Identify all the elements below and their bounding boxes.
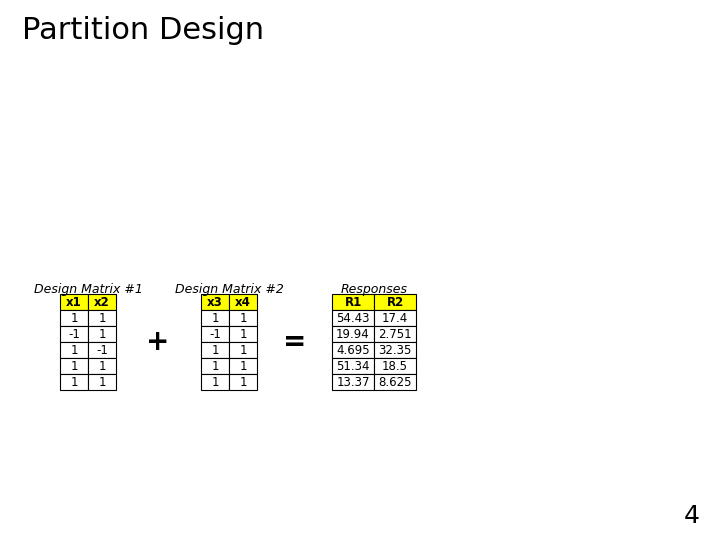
Bar xyxy=(374,342,416,358)
Text: 13.37: 13.37 xyxy=(336,375,370,388)
Text: -1: -1 xyxy=(209,327,221,341)
Bar xyxy=(88,358,116,374)
Text: Design Matrix #2: Design Matrix #2 xyxy=(174,283,284,296)
Text: 1: 1 xyxy=(98,360,106,373)
Text: x2: x2 xyxy=(94,295,110,308)
Text: 8.625: 8.625 xyxy=(378,375,412,388)
Bar xyxy=(88,294,116,310)
Text: =: = xyxy=(283,328,307,356)
Text: 1: 1 xyxy=(71,360,78,373)
Text: x1: x1 xyxy=(66,295,82,308)
Text: 1: 1 xyxy=(71,375,78,388)
Bar xyxy=(88,326,116,342)
Text: 17.4: 17.4 xyxy=(382,312,408,325)
Text: 1: 1 xyxy=(239,375,247,388)
Text: x4: x4 xyxy=(235,295,251,308)
Text: 1: 1 xyxy=(239,312,247,325)
Text: -1: -1 xyxy=(68,327,80,341)
Bar xyxy=(60,310,88,326)
Bar xyxy=(332,310,374,326)
Bar xyxy=(374,358,416,374)
Bar xyxy=(88,342,116,358)
Text: 1: 1 xyxy=(211,360,219,373)
Bar xyxy=(88,374,116,390)
Text: R1: R1 xyxy=(344,295,361,308)
Bar xyxy=(201,342,229,358)
Text: Partition Design: Partition Design xyxy=(22,16,264,45)
Bar xyxy=(201,294,229,310)
Bar xyxy=(332,294,374,310)
Text: 1: 1 xyxy=(211,343,219,356)
Bar xyxy=(229,342,257,358)
Bar xyxy=(332,358,374,374)
Bar xyxy=(60,326,88,342)
Bar xyxy=(374,294,416,310)
Bar xyxy=(229,374,257,390)
Text: 1: 1 xyxy=(98,312,106,325)
Text: 1: 1 xyxy=(98,375,106,388)
Bar xyxy=(88,310,116,326)
Text: 4.695: 4.695 xyxy=(336,343,370,356)
Bar xyxy=(60,342,88,358)
Text: 1: 1 xyxy=(239,343,247,356)
Bar xyxy=(374,374,416,390)
Text: 18.5: 18.5 xyxy=(382,360,408,373)
Text: Responses: Responses xyxy=(341,283,408,296)
Text: 19.94: 19.94 xyxy=(336,327,370,341)
Bar xyxy=(374,310,416,326)
Bar xyxy=(201,310,229,326)
Text: 1: 1 xyxy=(71,312,78,325)
Text: R2: R2 xyxy=(387,295,404,308)
Bar xyxy=(201,374,229,390)
Text: 2.751: 2.751 xyxy=(378,327,412,341)
Text: 1: 1 xyxy=(98,327,106,341)
Bar xyxy=(60,358,88,374)
Bar xyxy=(374,326,416,342)
Text: 1: 1 xyxy=(211,375,219,388)
Bar xyxy=(229,294,257,310)
Text: x3: x3 xyxy=(207,295,223,308)
Text: +: + xyxy=(146,328,170,356)
Text: Design Matrix #1: Design Matrix #1 xyxy=(34,283,143,296)
Bar xyxy=(229,358,257,374)
Bar xyxy=(229,310,257,326)
Text: 54.43: 54.43 xyxy=(336,312,370,325)
Text: 1: 1 xyxy=(211,312,219,325)
Bar xyxy=(60,374,88,390)
Text: 32.35: 32.35 xyxy=(378,343,412,356)
Text: 4: 4 xyxy=(684,504,700,528)
Bar xyxy=(229,326,257,342)
Text: -1: -1 xyxy=(96,343,108,356)
Bar xyxy=(332,326,374,342)
Bar xyxy=(201,358,229,374)
Bar xyxy=(201,326,229,342)
Bar xyxy=(332,342,374,358)
Text: 1: 1 xyxy=(71,343,78,356)
Text: 1: 1 xyxy=(239,327,247,341)
Text: 1: 1 xyxy=(239,360,247,373)
Bar xyxy=(332,374,374,390)
Bar xyxy=(60,294,88,310)
Text: 51.34: 51.34 xyxy=(336,360,370,373)
